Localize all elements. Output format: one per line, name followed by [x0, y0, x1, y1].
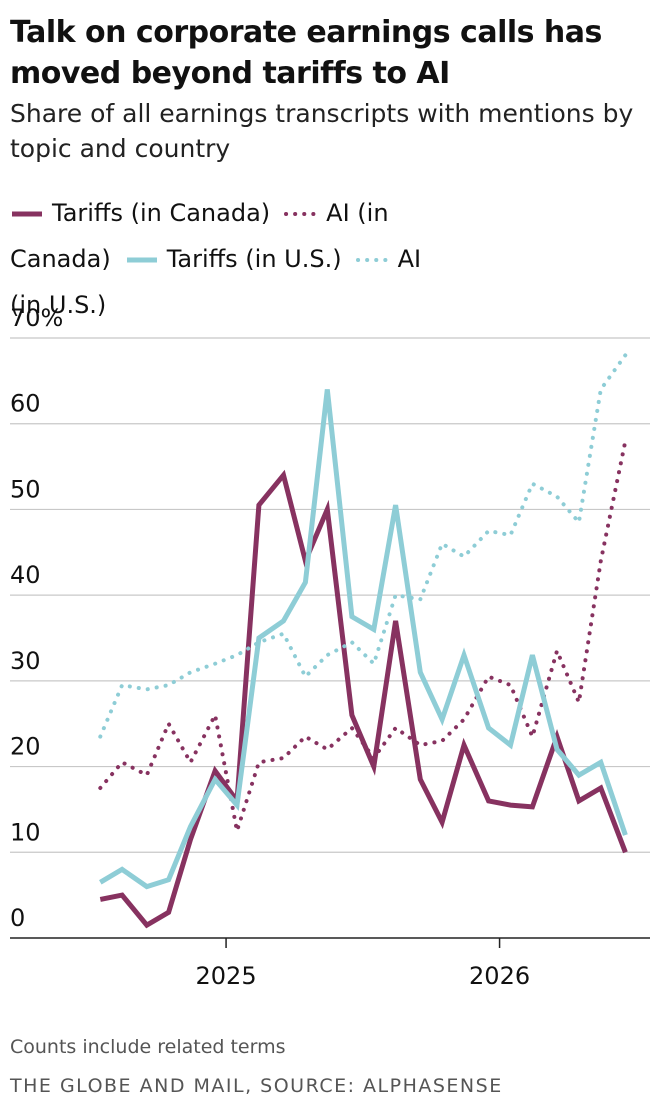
y-tick-label: 30: [10, 647, 41, 675]
legend-label: AI (in U.S.): [10, 245, 422, 319]
legend-label: AI (in Canada): [10, 199, 389, 273]
note: Counts include related terms: [10, 1036, 286, 1058]
legend-item: Tariffs (in Canada): [10, 199, 270, 227]
y-tick-label: 0: [10, 904, 25, 932]
legend-swatch: [355, 258, 390, 262]
y-tick-label: 40: [10, 561, 41, 589]
series-line: [99, 389, 628, 890]
legend-item: AI (in Canada): [10, 199, 389, 273]
y-tick-label: 20: [10, 733, 41, 761]
source: THE GLOBE AND MAIL, SOURCE: ALPHASENSE: [10, 1075, 503, 1097]
y-tick-label: 10: [10, 818, 41, 846]
legend-swatch: [284, 212, 319, 216]
x-tick-label: 2025: [196, 962, 257, 990]
chart-title: Talk on corporate earnings calls has mov…: [10, 15, 602, 91]
series-line: [98, 353, 628, 739]
y-tick-label: 70%: [10, 304, 63, 332]
legend-item: Tariffs (in U.S.): [125, 245, 342, 273]
chart: 0 10 20 30 40 50 60 70% 2025 2026: [10, 304, 650, 990]
y-tick-label: 60: [10, 390, 41, 418]
legend-label: Tariffs (in Canada): [52, 199, 271, 227]
series-line: [99, 469, 628, 929]
series-line: [98, 438, 628, 832]
x-tick-label: 2026: [469, 962, 530, 990]
y-tick-label: 50: [10, 475, 41, 503]
legend-swatch: [126, 257, 157, 263]
legend-item: AI (in U.S.): [10, 245, 421, 319]
legend-swatch: [12, 211, 42, 217]
legend: Tariffs (in Canada) AI (in Canada) Tariffs…: [10, 190, 450, 328]
legend-label: Tariffs (in U.S.): [166, 245, 342, 273]
chart-subtitle: Share of all earnings transcripts with m…: [10, 99, 634, 163]
